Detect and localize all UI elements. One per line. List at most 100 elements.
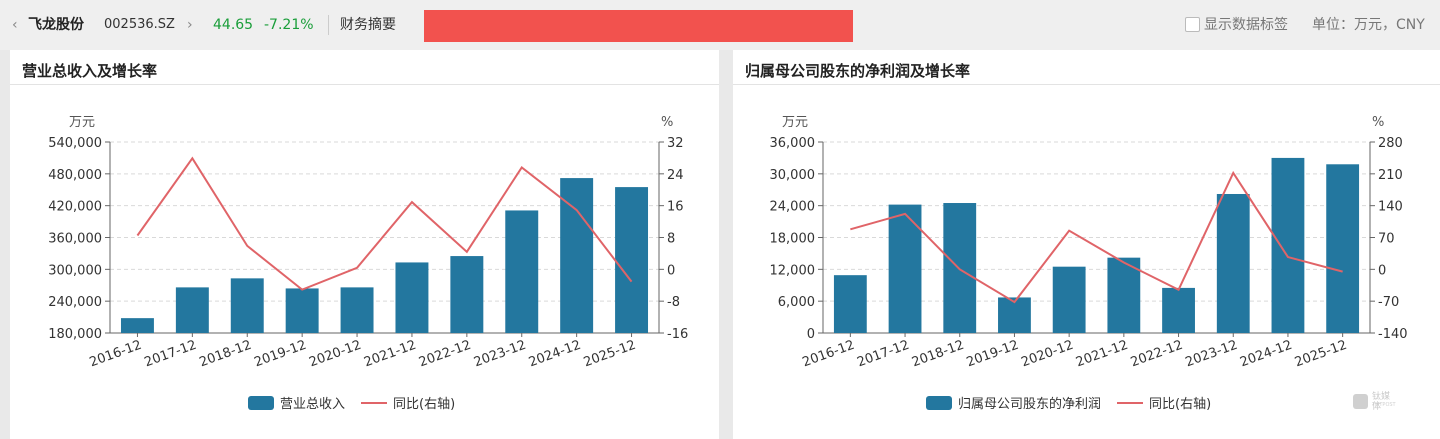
x-tick-label: 2016-12 [801,338,857,371]
bar [230,278,264,333]
right-tick-label: 0 [667,263,675,278]
x-tick-label: 2024-12 [1238,338,1294,371]
x-tick-label: 2022-12 [417,338,473,371]
legend-bar-swatch [248,396,274,410]
left-tick-label: 300,000 [48,263,102,278]
left-tick-label: 240,000 [48,295,102,310]
bar [615,187,649,333]
bar [998,297,1031,333]
top-bar: ‹ 飞龙股份 002536.SZ › 44.65 -7.21% 财务摘要 显示数… [0,0,1440,50]
left-tick-label: 0 [807,327,815,342]
left-tick-label: 18,000 [770,232,816,247]
bar [450,256,484,333]
bar [1271,157,1305,333]
left-tick-label: 180,000 [48,327,102,342]
bar [340,287,374,333]
watermark-icon [1353,394,1368,409]
bar [1162,287,1195,333]
header-divider [328,15,329,35]
left-tick-label: 30,000 [770,168,816,183]
watermark-logo: 钛媒体 TMTPOST [1353,392,1397,412]
x-tick-label: 2019-12 [252,338,308,371]
left-tick-label: 360,000 [48,232,102,247]
panel-divider [733,84,1440,85]
watermark-text: 钛媒体 [1372,392,1391,412]
bar [285,288,319,333]
right-tick-label: -70 [1378,295,1399,310]
x-tick-label: 2023-12 [472,338,528,371]
net-profit-chart-title: 归属母公司股东的净利润及增长率 [745,62,971,80]
forward-arrow-icon[interactable]: › [187,17,193,33]
tab-financial-summary[interactable]: 财务摘要 [340,17,396,33]
bar [120,318,154,333]
bar [560,178,594,333]
redacted-block [424,10,853,42]
right-tick-label: 70 [1378,232,1395,247]
bar [1216,193,1250,333]
right-tick-label: 140 [1378,200,1403,215]
net-profit-panel: 归属母公司股东的净利润及增长率 0 -140 6,000 -70 12,000 0 18,0… [733,50,1440,439]
bar [833,275,867,333]
unit-label: 单位：万元，CNY [1312,17,1425,33]
show-labels-checkbox[interactable] [1185,17,1200,32]
x-tick-label: 2025-12 [1293,338,1349,371]
left-tick-label: 36,000 [770,136,816,151]
x-tick-label: 2020-12 [307,338,363,371]
growth-line [136,156,633,291]
right-tick-label: 0 [1378,263,1386,278]
legend-line-label: 同比(右轴) [1149,397,1211,412]
x-tick-label: 2025-12 [582,338,638,371]
x-tick-label: 2022-12 [1129,338,1185,371]
show-labels-text[interactable]: 显示数据标签 [1204,17,1288,33]
x-tick-label: 2017-12 [143,338,199,371]
left-axis-unit: 万元 [69,115,95,130]
left-tick-label: 420,000 [48,200,102,215]
left-tick-label: 480,000 [48,168,102,183]
right-tick-label: -8 [667,295,680,310]
right-axis-unit: % [661,115,673,130]
legend-bar-label: 归属母公司股东的净利润 [958,396,1101,412]
stock-price: 44.65 [213,17,254,33]
left-axis-unit: 万元 [782,115,808,130]
bar [395,262,429,333]
back-arrow-icon[interactable]: ‹ [12,17,18,33]
bar [175,287,209,333]
x-tick-label: 2021-12 [362,338,418,371]
x-tick-label: 2024-12 [527,338,583,371]
x-tick-label: 2023-12 [1183,338,1239,371]
legend-line-label: 同比(右轴) [393,397,455,412]
x-tick-label: 2018-12 [910,338,966,371]
right-tick-label: 210 [1378,168,1403,183]
revenue-chart: 180,000 -16 240,000 -8 300,000 0 360,000 8 420,0… [48,115,688,412]
x-tick-label: 2021-12 [1074,338,1130,371]
x-tick-label: 2017-12 [855,338,911,371]
right-tick-label: 24 [667,168,684,183]
right-tick-label: -16 [667,327,688,342]
revenue-panel: 营业总收入及增长率 180,000 -16 240,000 -8 300,000 0 360… [10,50,719,439]
legend-bar-label: 营业总收入 [280,397,345,412]
right-tick-label: 32 [667,136,684,151]
x-tick-label: 2016-12 [88,338,144,371]
panel-divider [10,84,719,85]
right-tick-label: 16 [667,200,684,215]
bar [505,210,539,333]
x-tick-label: 2019-12 [965,338,1021,371]
bar [1052,266,1086,333]
right-tick-label: 280 [1378,136,1403,151]
company-name: 飞龙股份 [28,17,84,33]
left-tick-label: 6,000 [778,295,815,310]
bar [888,204,922,333]
bar [1326,164,1360,333]
price-change: -7.21% [264,17,314,33]
left-tick-label: 12,000 [770,263,816,278]
growth-line [850,170,1343,304]
left-tick-label: 540,000 [48,136,102,151]
revenue-chart-title: 营业总收入及增长率 [22,62,158,80]
bar [1107,257,1141,333]
right-axis-unit: % [1372,115,1384,130]
right-tick-label: -140 [1378,327,1408,342]
x-tick-label: 2020-12 [1019,338,1075,371]
net-profit-chart: 0 -140 6,000 -70 12,000 0 18,000 70 24,000 140 30,… [770,115,1408,412]
watermark-subtext: TMTPOST [1372,402,1396,408]
left-tick-label: 24,000 [770,200,816,215]
